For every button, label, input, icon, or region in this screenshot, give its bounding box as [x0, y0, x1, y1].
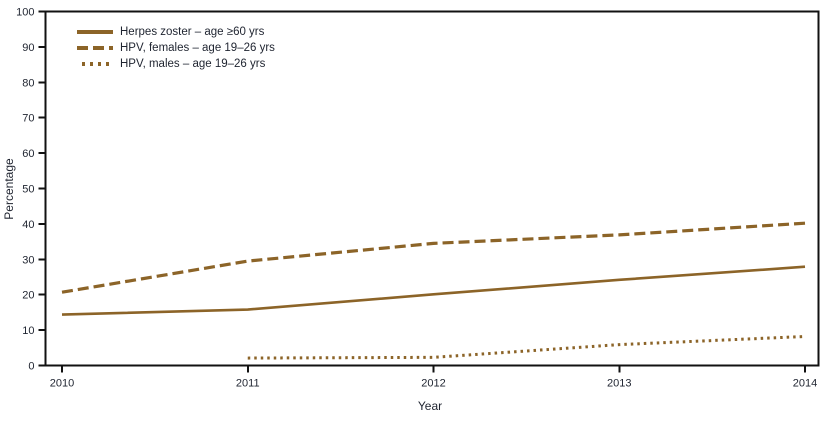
y-tick-label: 60 [22, 148, 34, 160]
y-tick-label: 100 [16, 7, 34, 19]
legend-label-herpes-zoster: Herpes zoster – age ≥60 yrs [120, 26, 265, 38]
y-axis-title: Percentage [2, 158, 16, 220]
x-tick-label: 2014 [793, 378, 817, 390]
y-tick-label: 30 [22, 254, 34, 266]
dashed-line-sample-icon [77, 46, 113, 50]
y-tick-label: 90 [22, 42, 34, 54]
y-tick-label: 20 [22, 290, 34, 302]
legend-label-hpv-males: HPV, males – age 19–26 yrs [120, 58, 266, 70]
x-axis-title: Year [417, 399, 443, 413]
legend-item-hpv-males: HPV, males – age 19–26 yrs [77, 56, 275, 72]
y-tick-label: 0 [28, 361, 34, 373]
series-line-0 [61, 265, 806, 316]
y-tick-label: 80 [22, 77, 34, 89]
x-tick-label: 2012 [421, 378, 445, 390]
x-tick-label: 2011 [236, 378, 260, 390]
dotted-line-sample-icon [82, 62, 113, 66]
x-tick-label: 2010 [50, 378, 74, 390]
series-line-1 [61, 221, 806, 294]
y-tick-label: 50 [22, 184, 34, 196]
solid-line-sample-icon [77, 30, 113, 34]
legend: Herpes zoster – age ≥60 yrs HPV, females… [77, 24, 275, 72]
y-tick-label: 10 [22, 325, 34, 337]
y-tick-label: 70 [22, 113, 34, 125]
legend-item-hpv-females: HPV, females – age 19–26 yrs [77, 40, 275, 56]
legend-label-hpv-females: HPV, females – age 19–26 yrs [120, 42, 275, 54]
y-tick-label: 40 [22, 219, 34, 231]
series-line-2 [247, 334, 806, 360]
x-tick-label: 2013 [607, 378, 631, 390]
legend-item-herpes-zoster: Herpes zoster – age ≥60 yrs [77, 24, 275, 40]
